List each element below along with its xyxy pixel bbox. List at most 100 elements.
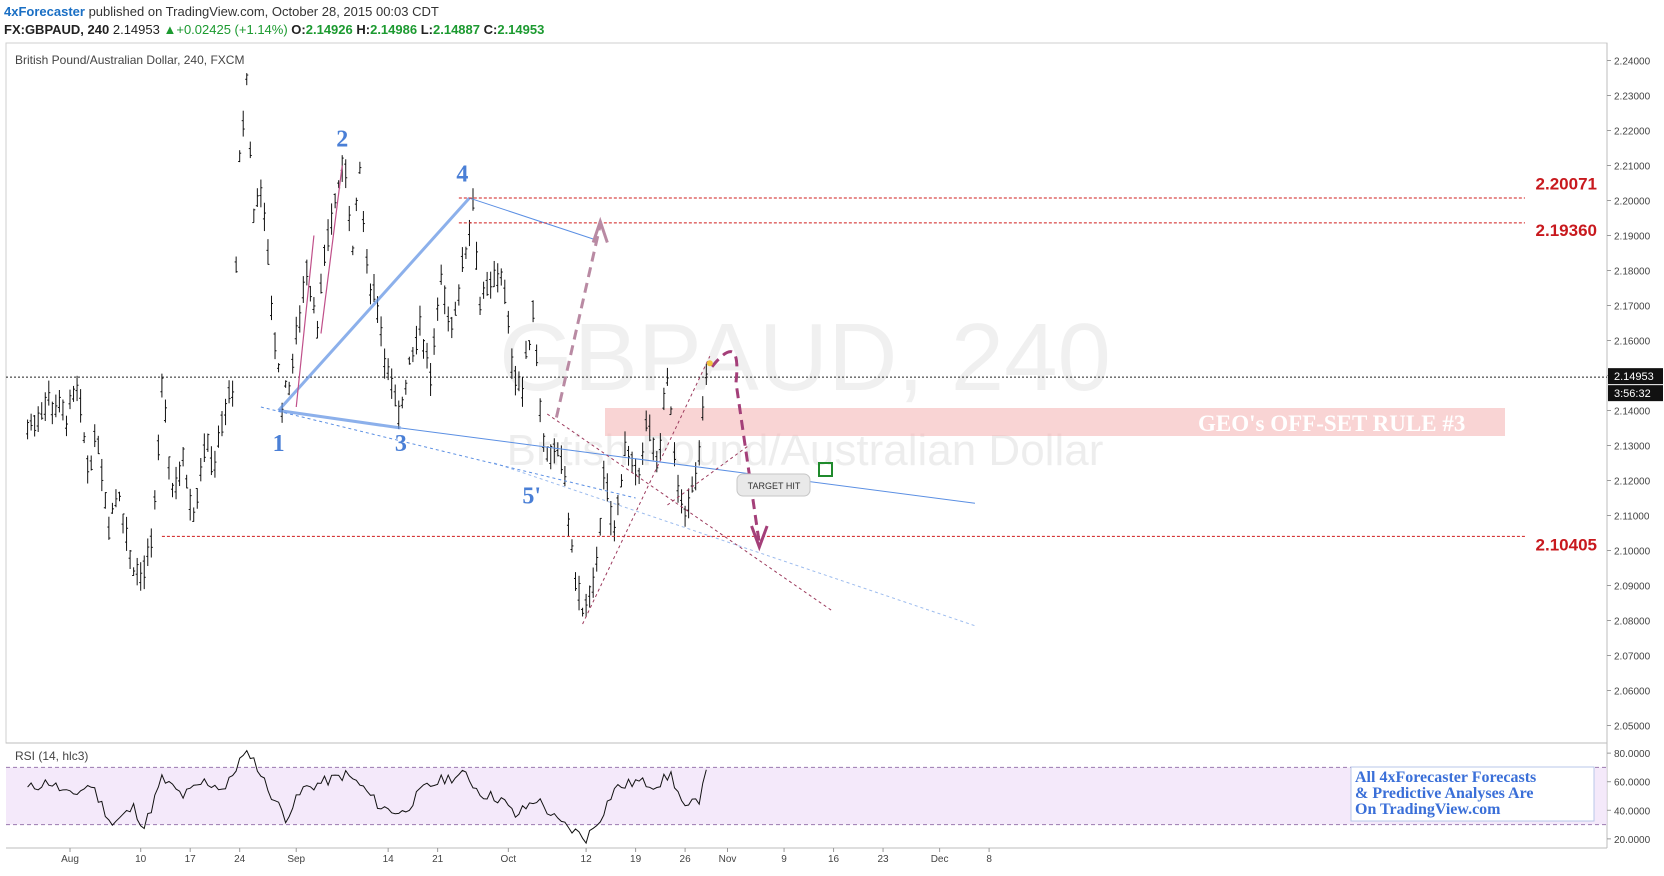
price-tick-label: 2.23000 bbox=[1614, 92, 1651, 103]
rsi-tick-label: 40.0000 bbox=[1614, 806, 1651, 817]
price-tick-label: 2.13000 bbox=[1614, 442, 1651, 453]
watermark-symbol: GBPAUD, 240 bbox=[499, 304, 1111, 411]
price-tick-label: 2.22000 bbox=[1614, 127, 1651, 138]
price-tick-label: 2.21000 bbox=[1614, 162, 1651, 173]
up-arrow-icon: ▲ bbox=[163, 22, 177, 37]
target-hit-label: TARGET HIT bbox=[748, 481, 801, 491]
target-hit-callout[interactable] bbox=[736, 473, 811, 497]
wave-label-3: 3 bbox=[395, 431, 407, 457]
price-tick-label: 2.07000 bbox=[1614, 652, 1651, 663]
time-tick-label: Aug bbox=[61, 854, 79, 865]
projection-up-arrow[interactable] bbox=[554, 224, 602, 418]
time-tick-label: Oct bbox=[501, 854, 517, 865]
level-label-2.20071: 2.20071 bbox=[1536, 174, 1597, 193]
wave-label-2: 2 bbox=[336, 126, 348, 152]
rsi-band bbox=[6, 767, 1607, 825]
current-marker bbox=[706, 360, 713, 367]
publisher-link[interactable]: 4xForecaster bbox=[4, 4, 85, 19]
change-value: +0.02425 (+1.14%) bbox=[176, 22, 288, 37]
trendline-dashed-1[interactable] bbox=[260, 406, 636, 499]
price-tick-label: 2.10000 bbox=[1614, 547, 1651, 558]
target-marker[interactable] bbox=[818, 462, 833, 477]
price-tick-label: 2.05000 bbox=[1614, 722, 1651, 733]
time-tick-label: 17 bbox=[185, 854, 197, 865]
impulse-line-1[interactable] bbox=[295, 235, 315, 408]
price-tick-label: 2.06000 bbox=[1614, 687, 1651, 698]
promo-line-3: On TradingView.com bbox=[1355, 801, 1501, 818]
price-tick-label: 2.16000 bbox=[1614, 337, 1651, 348]
forecast-path[interactable] bbox=[710, 350, 761, 544]
time-axis[interactable]: Aug 10 17 24 Sep 14 21 Oct 12 19 26 Nov 9 16 23 Dec 8 bbox=[61, 848, 992, 865]
current-price-badge-label: 2.14953 bbox=[1614, 371, 1654, 383]
time-tick-label: 10 bbox=[135, 854, 147, 865]
price-tick-label: 2.17000 bbox=[1614, 302, 1651, 313]
publish-line: 4xForecaster published on TradingView.co… bbox=[4, 4, 439, 19]
forecast-arrowhead[interactable] bbox=[750, 525, 769, 552]
published-text: published on TradingView.com, October 28… bbox=[88, 4, 439, 19]
chart-header: 4xForecaster published on TradingView.co… bbox=[0, 0, 1664, 40]
high-label: H: bbox=[356, 22, 371, 37]
geo-rule-band[interactable] bbox=[605, 408, 1505, 436]
bar-countdown-badge bbox=[1608, 385, 1663, 402]
rsi-line bbox=[27, 749, 707, 845]
current-price-badge bbox=[1608, 368, 1663, 385]
time-tick-label: 12 bbox=[581, 854, 593, 865]
promo-box bbox=[1350, 766, 1595, 822]
promo-line-2: & Predictive Analyses Are bbox=[1355, 785, 1534, 802]
time-tick-label: 16 bbox=[828, 854, 840, 865]
trendline-1-to-4-thick[interactable] bbox=[277, 197, 471, 412]
wave-label-4: 4 bbox=[456, 161, 468, 187]
last-price: 2.14953 bbox=[112, 22, 160, 37]
time-tick-label: 14 bbox=[383, 854, 395, 865]
low-value: 2.14887 bbox=[433, 22, 480, 37]
ohlc-line: FX:GBPAUD, 240 2.14953 ▲+0.02425 (+1.14%… bbox=[4, 22, 544, 37]
price-tick-label: 2.24000 bbox=[1614, 57, 1651, 68]
triangle-inner-line[interactable] bbox=[667, 445, 750, 506]
price-tick-label: 2.18000 bbox=[1614, 267, 1651, 278]
time-tick-label: 23 bbox=[877, 854, 889, 865]
time-tick-label: 26 bbox=[680, 854, 692, 865]
price-tick-label: 2.09000 bbox=[1614, 582, 1651, 593]
trendline-dashed-2[interactable] bbox=[494, 462, 976, 627]
trendline-upper-extension[interactable] bbox=[469, 197, 594, 240]
price-tick-label: 2.11000 bbox=[1614, 512, 1650, 523]
candlestick-series bbox=[26, 73, 708, 617]
time-tick-label: 24 bbox=[234, 854, 246, 865]
low-label: L: bbox=[420, 22, 433, 37]
price-tick-label: 2.20000 bbox=[1614, 197, 1651, 208]
time-tick-label: Sep bbox=[287, 854, 305, 865]
geo-rule-label: GEO's OFF-SET RULE #3 bbox=[1198, 411, 1465, 436]
trendline-lower-extension[interactable] bbox=[400, 427, 976, 504]
time-tick-label: 8 bbox=[986, 854, 992, 865]
rsi-pane[interactable]: 80.0000 60.0000 40.0000 20.0000 bbox=[6, 749, 1651, 846]
trendline-1-to-3-thick[interactable] bbox=[278, 409, 402, 430]
rsi-tick-label: 80.0000 bbox=[1614, 749, 1651, 760]
open-value: 2.14926 bbox=[305, 22, 353, 37]
bar-countdown-label: 3:56:32 bbox=[1614, 388, 1651, 400]
rsi-tick-label: 60.0000 bbox=[1614, 778, 1651, 789]
chart-labels: 1 2 3 4 5' 2.20071 2.19360 2.10405 bbox=[273, 126, 1597, 554]
price-tick-label: 2.08000 bbox=[1614, 617, 1651, 628]
close-value: 2.14953 bbox=[497, 22, 545, 37]
price-tick-label: 2.19000 bbox=[1614, 232, 1651, 243]
open-label: O: bbox=[291, 22, 306, 37]
time-tick-label: 19 bbox=[630, 854, 642, 865]
high-value: 2.14986 bbox=[370, 22, 418, 37]
rsi-label: RSI (14, hlc3) bbox=[15, 749, 88, 763]
impulse-line-2[interactable] bbox=[320, 165, 343, 334]
promo-line-1: All 4xForecaster Forecasts bbox=[1355, 769, 1536, 786]
wave-label-1: 1 bbox=[273, 431, 285, 457]
chart-title: British Pound/Australian Dollar, 240, FX… bbox=[15, 53, 244, 67]
triangle-lower-support[interactable] bbox=[582, 356, 711, 625]
drawing-overlays[interactable] bbox=[161, 165, 1525, 627]
time-tick-label: Nov bbox=[719, 854, 737, 865]
price-tick-label: 2.12000 bbox=[1614, 477, 1651, 488]
close-label: C: bbox=[483, 22, 498, 37]
price-tick-label: 2.14000 bbox=[1614, 407, 1651, 418]
time-tick-label: Dec bbox=[931, 854, 949, 865]
rsi-tick-label: 20.0000 bbox=[1614, 835, 1651, 846]
triangle-upper-resistance[interactable] bbox=[546, 413, 834, 613]
symbol-label: FX:GBPAUD, 240 bbox=[4, 22, 110, 37]
projection-arrowhead[interactable] bbox=[591, 216, 609, 243]
